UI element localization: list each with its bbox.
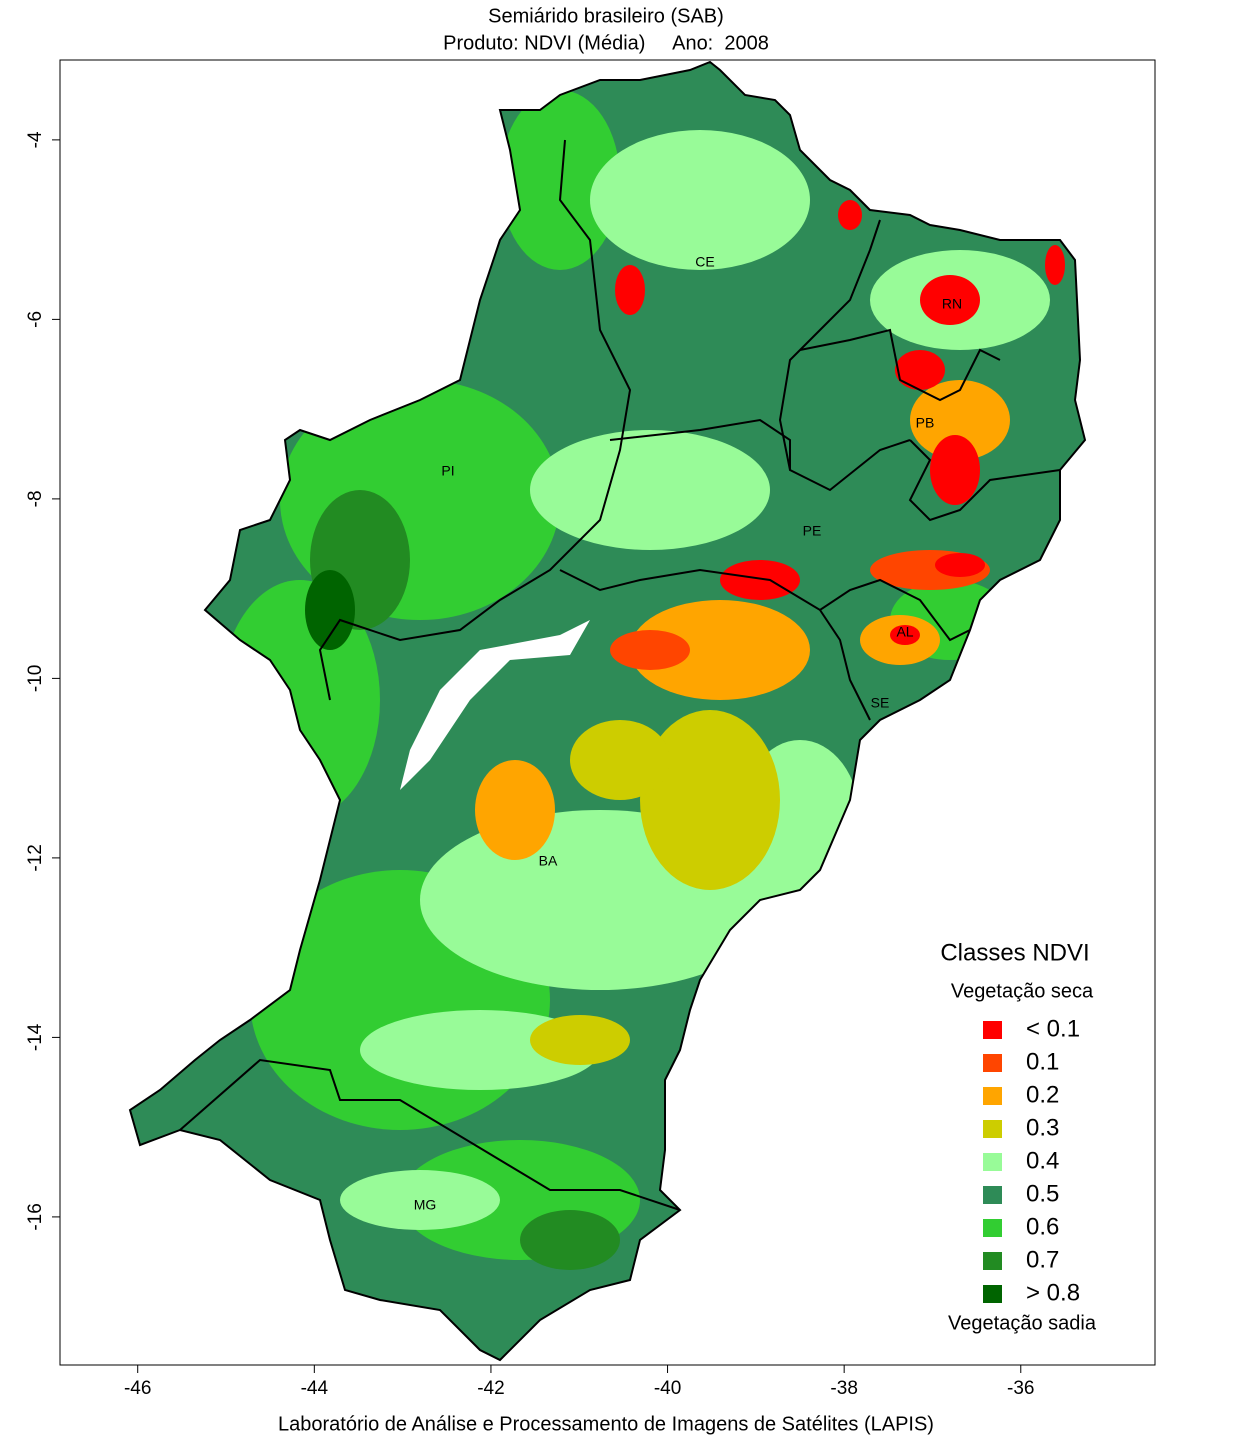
legend-label: 0.5 [1026,1180,1059,1207]
legend-top-note: Vegetação seca [951,980,1094,1002]
legend-swatch [983,1021,1002,1039]
plot-frame [59,59,1156,1366]
state-label: CE [695,254,714,270]
legend-label: 0.6 [1026,1213,1059,1240]
state-label: RN [942,296,962,312]
legend-label: 0.4 [1026,1147,1059,1174]
legend-swatch [983,1186,1002,1204]
legend-label: 0.1 [1026,1048,1059,1075]
y-tick-label: -10 [25,665,46,692]
legend-label: 0.3 [1026,1114,1059,1141]
x-tick-label: -36 [1007,1378,1034,1399]
legend-label: 0.2 [1026,1081,1059,1108]
y-tick-label: -12 [25,844,46,871]
state-label: PB [916,415,935,431]
y-tick-label: -6 [25,311,46,328]
legend-swatch [983,1153,1002,1171]
x-tick-label: -46 [124,1378,151,1399]
map-region [129,61,1086,1361]
subtitle: Produto: NDVI (Média) Ano: 2008 [443,32,769,54]
title: Semiárido brasileiro (SAB) [488,5,724,27]
legend-label: > 0.8 [1026,1279,1080,1306]
legend-label: < 0.1 [1026,1015,1080,1042]
state-label: AL [896,624,913,640]
legend-bottom-note: Vegetação sadia [948,1312,1097,1334]
state-label: BA [539,853,558,869]
state-label: MG [414,1197,437,1213]
state-label: PE [803,523,822,539]
legend-title: Classes NDVI [940,939,1089,966]
legend-label: 0.7 [1026,1246,1059,1273]
x-tick-label: -38 [830,1378,857,1399]
y-tick-label: -16 [25,1203,46,1230]
legend-swatch [983,1252,1002,1270]
x-tick-label: -44 [301,1378,329,1399]
legend-swatch [983,1087,1002,1105]
x-tick-label: -42 [477,1378,504,1399]
state-label: PI [441,463,454,479]
footer: Laboratório de Análise e Processamento d… [278,1413,934,1435]
x-tick-label: -40 [654,1378,681,1399]
state-label: SE [871,695,890,711]
legend-swatch [983,1054,1002,1072]
legend-swatch [983,1120,1002,1138]
legend-swatch [983,1285,1002,1303]
legend-swatch [983,1219,1002,1237]
y-tick-label: -4 [25,131,46,148]
y-tick-label: -14 [25,1023,46,1051]
y-tick-label: -8 [25,490,46,507]
